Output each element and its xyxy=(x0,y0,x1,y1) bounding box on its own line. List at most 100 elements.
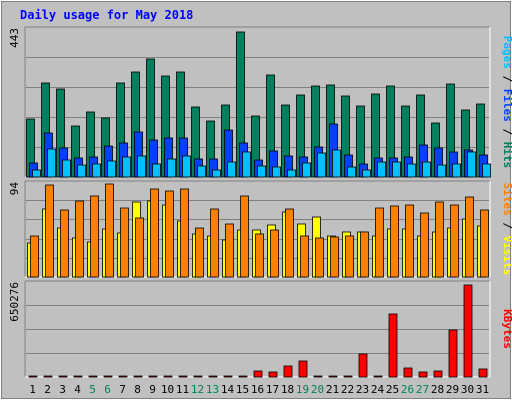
x-tick-label: 3 xyxy=(59,383,66,396)
legend-files: Files xyxy=(501,89,512,122)
kbytes-bar xyxy=(73,375,83,378)
x-tick-label: 11 xyxy=(176,383,189,396)
x-tick-label: 16 xyxy=(251,383,264,396)
kbytes-bar xyxy=(58,375,68,378)
x-tick-label: 22 xyxy=(341,383,354,396)
legend-panel-1: Pages / Files / Hits xyxy=(501,36,512,169)
kbytes-bar xyxy=(373,375,383,378)
kbytes-bar xyxy=(103,375,113,378)
kbytes-bar xyxy=(283,365,293,378)
kbytes-bar xyxy=(343,375,353,378)
kbytes-bar xyxy=(358,353,368,378)
x-tick-label: 15 xyxy=(236,383,249,396)
visits-bar xyxy=(390,205,399,278)
kbytes-bar xyxy=(163,375,173,378)
visits-bar xyxy=(285,208,294,278)
pages-bar xyxy=(152,163,161,178)
visits-bar xyxy=(225,223,234,278)
visits-bar xyxy=(180,188,189,278)
visits-bar xyxy=(105,183,114,278)
legend-hits: Hits xyxy=(501,142,512,169)
kbytes-bar xyxy=(178,375,188,378)
chart-panel-2: 94 xyxy=(8,180,491,278)
kbytes-bar xyxy=(193,375,203,378)
pages-bar xyxy=(272,166,281,178)
kbytes-bar xyxy=(208,375,218,378)
legend-sites: Sites xyxy=(501,183,512,216)
pages-bar xyxy=(317,152,326,178)
x-tick-label: 25 xyxy=(386,383,399,396)
visits-bar xyxy=(60,209,69,278)
x-tick-label: 13 xyxy=(206,383,219,396)
x-tick-label: 17 xyxy=(266,383,279,396)
kbytes-bar xyxy=(268,371,278,378)
visits-bar xyxy=(45,184,54,278)
kbytes-bar xyxy=(298,360,308,378)
kbytes-bar xyxy=(43,375,53,378)
x-tick-label: 5 xyxy=(89,383,96,396)
pages-bar xyxy=(197,165,206,178)
x-tick-label: 28 xyxy=(431,383,444,396)
y-axis-max-label: 94 xyxy=(8,182,21,196)
x-tick-label: 14 xyxy=(221,383,235,396)
pages-bar xyxy=(482,163,491,178)
kbytes-bar xyxy=(223,375,233,378)
x-tick-label: 27 xyxy=(416,383,429,396)
pages-bar xyxy=(77,164,86,178)
x-tick-label: 20 xyxy=(311,383,324,396)
pages-bar xyxy=(302,162,311,178)
x-tick-label: 23 xyxy=(356,383,369,396)
kbytes-bar xyxy=(328,375,338,378)
x-tick-label: 26 xyxy=(401,383,414,396)
kbytes-bar xyxy=(388,313,398,378)
visits-bar xyxy=(240,195,249,278)
chart-title: Daily usage for May 2018 xyxy=(20,8,193,22)
visits-bar xyxy=(315,237,324,278)
kbytes-bar xyxy=(253,370,263,378)
kbytes-bar xyxy=(418,371,428,378)
legend-separator: / xyxy=(501,216,512,236)
pages-bar xyxy=(362,169,371,178)
pages-bar xyxy=(377,161,386,178)
visits-bar xyxy=(90,195,99,278)
y-axis-max-label: 443 xyxy=(8,28,21,48)
x-tick-label: 1 xyxy=(29,383,36,396)
pages-bar xyxy=(167,158,176,178)
visits-bar xyxy=(360,231,369,278)
pages-bar xyxy=(287,169,296,178)
visits-bar xyxy=(30,235,39,278)
visits-bar xyxy=(255,233,264,278)
x-tick-label: 7 xyxy=(119,383,126,396)
pages-bar xyxy=(257,165,266,178)
y-axis-max-label: 650276 xyxy=(8,282,21,322)
visits-bar xyxy=(300,235,309,278)
kbytes-bar xyxy=(238,375,248,378)
chart-panels: 443 94 650276 Pages / Files / Hits Sites / V… xyxy=(8,26,512,378)
x-tick-label: 18 xyxy=(281,383,294,396)
pages-bar xyxy=(107,160,116,178)
x-tick-label: 24 xyxy=(371,383,385,396)
pages-bar xyxy=(332,149,341,178)
kbytes-bar xyxy=(448,329,458,378)
x-tick-label: 10 xyxy=(161,383,174,396)
kbytes-bar xyxy=(433,370,443,378)
legend-visits: Visits xyxy=(501,236,512,276)
pages-bar xyxy=(347,166,356,178)
pages-bar xyxy=(452,163,461,178)
visits-bar xyxy=(270,229,279,278)
pages-bar xyxy=(62,159,71,178)
x-tick-label: 6 xyxy=(104,383,111,396)
kbytes-bar xyxy=(403,367,413,378)
legend-panel-2: Sites / Visits xyxy=(501,183,512,276)
visits-bar xyxy=(210,208,219,278)
kbytes-bar xyxy=(148,375,158,378)
visits-bar xyxy=(480,209,489,278)
x-tick-label: 4 xyxy=(74,383,81,396)
visits-bar xyxy=(150,188,159,278)
kbytes-bar xyxy=(133,375,143,378)
kbytes-bar xyxy=(463,284,473,378)
pages-bar xyxy=(437,164,446,178)
visits-bar xyxy=(195,227,204,278)
